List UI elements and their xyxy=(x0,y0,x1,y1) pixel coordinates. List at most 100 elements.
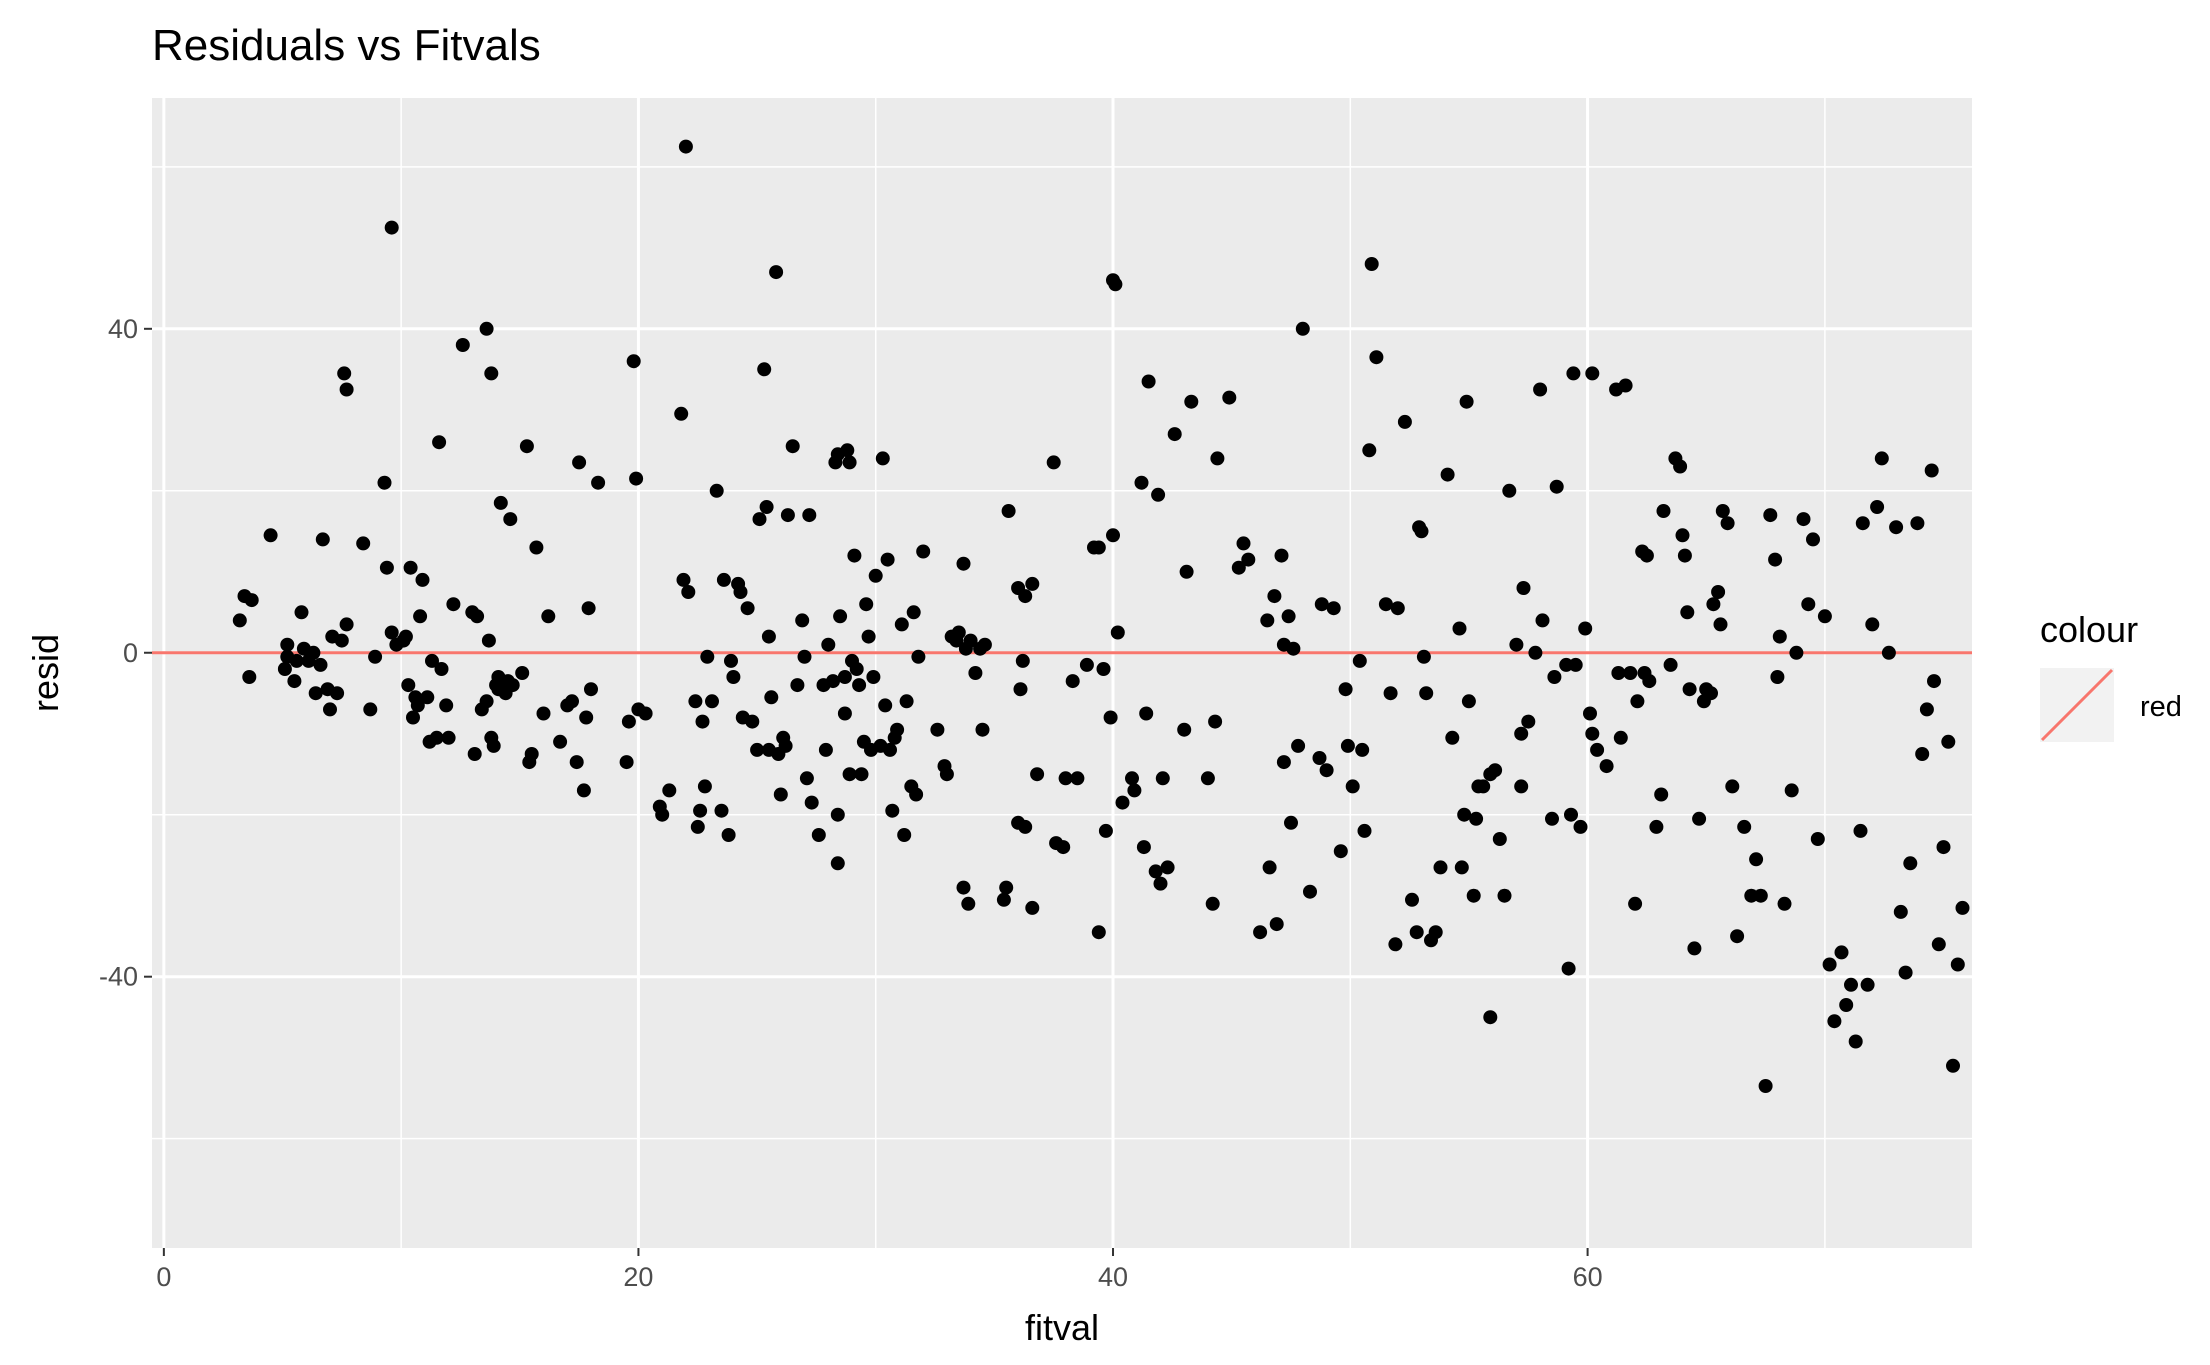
data-point-248 xyxy=(1253,925,1268,940)
data-point-306 xyxy=(1502,483,1517,498)
data-point-399 xyxy=(1919,702,1934,717)
data-point-36 xyxy=(403,560,418,575)
data-point-326 xyxy=(1585,726,1600,741)
data-point-131 xyxy=(785,439,800,454)
data-point-304 xyxy=(1492,832,1507,846)
data-point-235 xyxy=(1160,860,1175,875)
data-point-315 xyxy=(1545,811,1559,826)
y-axis-title: resid xyxy=(25,634,66,712)
data-point-65 xyxy=(493,495,508,510)
data-point-311 xyxy=(1521,714,1536,729)
data-point-42 xyxy=(420,690,435,705)
data-point-395 xyxy=(1898,965,1913,980)
data-point-135 xyxy=(799,771,814,786)
data-point-357 xyxy=(1711,585,1726,599)
data-point-186 xyxy=(956,880,971,895)
data-point-212 xyxy=(1070,771,1085,786)
data-point-76 xyxy=(541,609,556,624)
data-point-209 xyxy=(1056,840,1071,855)
data-point-266 xyxy=(1333,844,1348,859)
data-point-258 xyxy=(1286,641,1301,656)
data-point-165 xyxy=(875,451,890,466)
data-point-368 xyxy=(1763,508,1778,523)
data-point-189 xyxy=(961,896,976,911)
data-point-373 xyxy=(1784,783,1799,798)
data-point-341 xyxy=(1649,819,1664,834)
data-point-90 xyxy=(629,471,644,486)
data-point-178 xyxy=(911,649,926,664)
data-point-29 xyxy=(379,560,394,575)
data-point-243 xyxy=(1210,451,1225,466)
data-point-313 xyxy=(1533,382,1548,397)
data-point-289 xyxy=(1433,860,1448,875)
data-point-309 xyxy=(1514,726,1529,741)
data-point-222 xyxy=(1108,277,1123,292)
data-point-210 xyxy=(1058,771,1073,786)
data-point-381 xyxy=(1827,1014,1842,1029)
data-point-355 xyxy=(1704,686,1718,701)
data-point-101 xyxy=(690,819,705,834)
data-point-59 xyxy=(484,366,499,381)
data-point-16 xyxy=(315,532,330,547)
data-point-102 xyxy=(693,803,708,818)
y-axis-tick-labels: -40 0 40 xyxy=(99,314,138,992)
data-point-77 xyxy=(553,734,568,749)
data-points xyxy=(232,139,1970,1093)
data-point-403 xyxy=(1936,840,1951,855)
data-point-142 xyxy=(826,674,840,689)
data-point-20 xyxy=(330,686,345,701)
data-point-277 xyxy=(1383,686,1398,701)
data-point-138 xyxy=(811,828,826,842)
data-point-293 xyxy=(1454,860,1469,875)
data-point-147 xyxy=(833,609,848,624)
data-point-125 xyxy=(769,265,784,280)
data-point-402 xyxy=(1931,937,1946,952)
data-point-150 xyxy=(840,443,855,458)
data-point-377 xyxy=(1806,532,1820,547)
data-point-241 xyxy=(1205,896,1220,911)
data-point-31 xyxy=(384,625,399,640)
x-tick-label-2: 40 xyxy=(1098,1262,1128,1292)
data-point-146 xyxy=(830,856,845,871)
data-point-4 xyxy=(263,528,278,543)
data-point-160 xyxy=(861,629,876,644)
data-point-252 xyxy=(1269,917,1284,932)
data-point-92 xyxy=(638,706,653,721)
data-point-274 xyxy=(1364,257,1379,271)
data-point-389 xyxy=(1865,617,1880,632)
data-point-250 xyxy=(1262,860,1277,875)
data-point-269 xyxy=(1345,779,1360,794)
axis-ticks xyxy=(144,327,1589,1256)
data-point-121 xyxy=(759,500,774,514)
data-point-328 xyxy=(1590,742,1605,757)
data-point-230 xyxy=(1141,374,1156,389)
data-point-314 xyxy=(1535,613,1550,628)
data-point-246 xyxy=(1236,536,1251,551)
data-point-271 xyxy=(1355,742,1370,757)
data-point-47 xyxy=(434,662,449,676)
data-point-349 xyxy=(1680,605,1695,620)
data-point-348 xyxy=(1677,548,1692,563)
data-point-237 xyxy=(1177,722,1192,737)
legend-key-line xyxy=(2040,668,2114,742)
data-point-171 xyxy=(890,722,905,737)
data-point-148 xyxy=(837,670,852,684)
data-point-404 xyxy=(1941,734,1956,749)
data-point-157 xyxy=(854,767,869,782)
data-point-360 xyxy=(1720,516,1735,531)
data-point-385 xyxy=(1848,1034,1863,1049)
data-point-383 xyxy=(1839,998,1854,1012)
x-axis-tick-labels: 0 20 40 60 xyxy=(156,1262,1602,1292)
x-tick-label-1: 20 xyxy=(623,1262,653,1292)
data-point-270 xyxy=(1352,653,1367,668)
data-point-238 xyxy=(1179,564,1194,579)
data-point-278 xyxy=(1388,937,1403,952)
x-tick-label-3: 60 xyxy=(1573,1262,1603,1292)
data-point-95 xyxy=(662,783,677,798)
data-point-242 xyxy=(1208,714,1223,729)
y-tick-label-1: 0 xyxy=(123,638,138,668)
data-point-249 xyxy=(1260,613,1275,628)
data-point-168 xyxy=(883,742,897,757)
data-point-107 xyxy=(709,483,724,498)
